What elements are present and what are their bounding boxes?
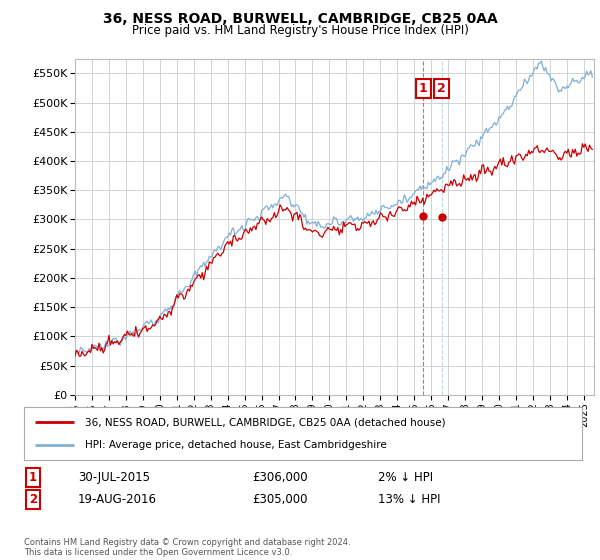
Text: 2% ↓ HPI: 2% ↓ HPI bbox=[378, 470, 433, 484]
Text: 36, NESS ROAD, BURWELL, CAMBRIDGE, CB25 0AA (detached house): 36, NESS ROAD, BURWELL, CAMBRIDGE, CB25 … bbox=[85, 417, 446, 427]
Text: 30-JUL-2015: 30-JUL-2015 bbox=[78, 470, 150, 484]
Text: 19-AUG-2016: 19-AUG-2016 bbox=[78, 493, 157, 506]
Text: 13% ↓ HPI: 13% ↓ HPI bbox=[378, 493, 440, 506]
Text: Contains HM Land Registry data © Crown copyright and database right 2024.
This d: Contains HM Land Registry data © Crown c… bbox=[24, 538, 350, 557]
Text: 2: 2 bbox=[437, 82, 446, 95]
Text: £305,000: £305,000 bbox=[252, 493, 308, 506]
Text: 1: 1 bbox=[419, 82, 428, 95]
Text: HPI: Average price, detached house, East Cambridgeshire: HPI: Average price, detached house, East… bbox=[85, 440, 387, 450]
Text: 2: 2 bbox=[29, 493, 37, 506]
Text: £306,000: £306,000 bbox=[252, 470, 308, 484]
Text: 1: 1 bbox=[29, 470, 37, 484]
Text: 36, NESS ROAD, BURWELL, CAMBRIDGE, CB25 0AA: 36, NESS ROAD, BURWELL, CAMBRIDGE, CB25 … bbox=[103, 12, 497, 26]
Text: Price paid vs. HM Land Registry's House Price Index (HPI): Price paid vs. HM Land Registry's House … bbox=[131, 24, 469, 37]
